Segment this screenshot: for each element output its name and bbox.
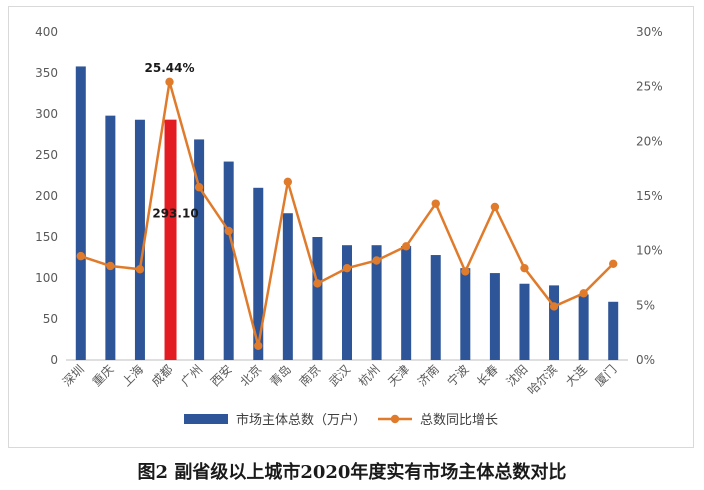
y-right-tick-label: 5% (636, 298, 655, 312)
line-point (194, 183, 204, 192)
x-tick-label: 青岛 (266, 362, 294, 390)
legend-bar-label: 市场主体总数（万户） (236, 412, 366, 428)
x-tick-label: 济南 (414, 362, 442, 390)
bar (164, 119, 177, 361)
y-left-tick-label: 100 (35, 271, 58, 285)
bar (578, 294, 589, 360)
line-point (609, 259, 618, 268)
data-label: 25.44% (145, 61, 195, 75)
bar (223, 161, 234, 360)
x-tick-label: 杭州 (355, 362, 383, 390)
line-point (490, 202, 500, 212)
x-tick-label: 哈尔滨 (524, 362, 560, 398)
bar (401, 246, 412, 360)
y-right-tick-label: 20% (636, 134, 663, 148)
x-tick-label: 成都 (149, 362, 176, 389)
y-left-tick-label: 250 (35, 148, 58, 162)
x-tick-label: 大连 (562, 362, 590, 390)
line-point (342, 263, 352, 273)
chart-frame (8, 6, 694, 448)
x-tick-label: 南京 (296, 362, 324, 390)
data-label: 293.10 (152, 207, 198, 221)
line-point (549, 302, 559, 311)
line-point (254, 341, 263, 350)
legend-bar-swatch (184, 414, 228, 424)
y-right-tick-label: 25% (636, 80, 663, 94)
bar (430, 255, 441, 360)
line-point (372, 256, 381, 265)
y-left-tick-label: 150 (35, 230, 58, 244)
line-point (135, 265, 145, 274)
bar (460, 268, 471, 360)
x-tick-label: 宁波 (444, 362, 472, 390)
x-tick-label: 广州 (178, 362, 205, 389)
legend-line-label: 总数同比增长 (420, 413, 498, 428)
bar (312, 237, 323, 360)
bar (608, 301, 619, 360)
bar (549, 285, 560, 360)
x-tick-label: 重庆 (90, 362, 117, 389)
bar (253, 187, 264, 360)
x-tick-label: 天津 (385, 362, 412, 389)
x-tick-label: 长春 (474, 362, 501, 389)
bar (75, 66, 86, 360)
line-point (165, 77, 174, 87)
bar (282, 213, 293, 360)
y-right-tick-label: 30% (636, 25, 663, 39)
x-tick-label: 武汉 (326, 362, 353, 389)
line-point (106, 261, 115, 271)
figure-caption: 图2 副省级以上城市2020年度实有市场主体总数对比 (137, 462, 567, 483)
bar (489, 273, 500, 360)
y-left-tick-label: 350 (35, 66, 58, 80)
y-left-tick-label: 0 (50, 353, 58, 367)
x-tick-label: 厦门 (592, 362, 620, 390)
y-left-tick-label: 50 (43, 312, 58, 326)
bar (342, 245, 352, 360)
line-point (283, 177, 293, 186)
y-left-tick-label: 200 (35, 189, 58, 203)
y-right-tick-label: 0% (636, 353, 655, 367)
bar (519, 283, 530, 360)
line-point (579, 289, 588, 298)
x-tick-label: 北京 (238, 362, 265, 389)
y-left-tick-label: 400 (35, 25, 58, 39)
y-right-tick-label: 15% (636, 189, 663, 203)
y-right-tick-label: 10% (636, 244, 663, 258)
bar (194, 139, 205, 360)
line-point (431, 199, 440, 208)
bar (371, 245, 382, 360)
line-point (461, 267, 470, 276)
line-point (224, 226, 233, 236)
bar (134, 119, 145, 361)
bar (105, 115, 116, 360)
line-point (76, 251, 85, 261)
line-point (401, 242, 411, 251)
x-tick-label: 深圳 (60, 362, 87, 389)
y-left-tick-label: 300 (35, 107, 58, 121)
x-tick-label: 西安 (207, 362, 235, 390)
x-tick-label: 上海 (118, 362, 146, 390)
line-point (313, 279, 322, 288)
line-point (520, 263, 529, 273)
legend-line-marker (390, 414, 400, 424)
